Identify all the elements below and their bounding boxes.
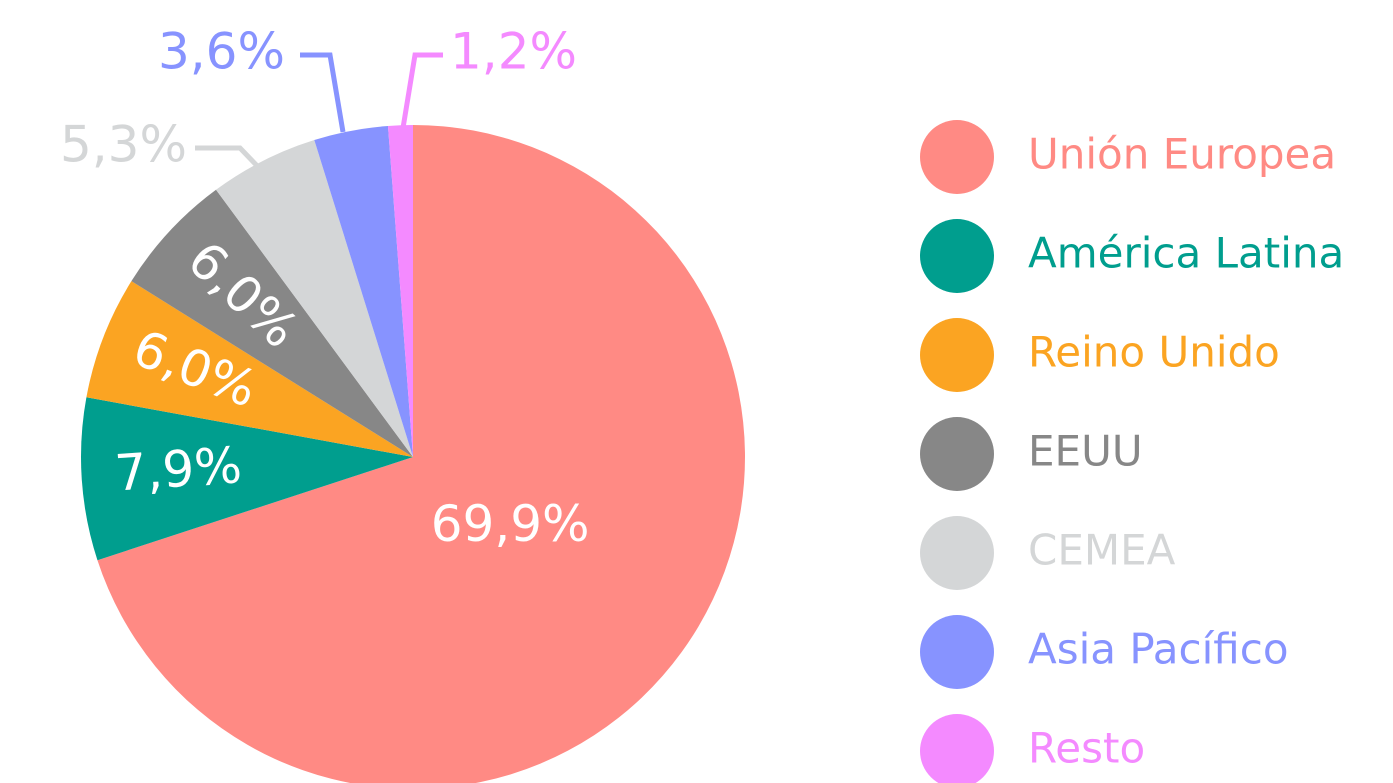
leader-line [195,145,267,176]
pie-slice [131,189,414,457]
legend-swatch [920,714,994,783]
legend-label: Unión Europea [1028,130,1336,179]
leader-line [300,52,346,133]
legend-label: Resto [1028,724,1145,773]
pie-slice [86,281,413,457]
pie-slice [80,397,413,561]
legend-label: Asia Pacífico [1028,625,1289,674]
legend-swatch [920,318,994,392]
legend-label: EEUU [1028,427,1143,476]
legend-swatch [920,120,994,194]
pie-slice [97,125,745,783]
pie-slice [314,125,413,458]
slice-label: 3,6% [158,23,285,81]
legend-swatch [920,219,994,293]
slice-label: 5,3% [60,116,187,174]
legend-swatch [920,516,994,590]
legend-label: América Latina [1028,229,1344,278]
pie-slice [387,125,413,457]
slice-label: 69,9% [431,495,590,553]
slice-label: 7,9% [113,436,244,502]
pie-slice [216,140,413,457]
legend-swatch [920,615,994,689]
slice-label: 1,2% [450,23,577,81]
legend-label: CEMEA [1028,526,1176,575]
leader-line [400,52,443,129]
legend-swatch [920,417,994,491]
legend-label: Reino Unido [1028,328,1280,377]
